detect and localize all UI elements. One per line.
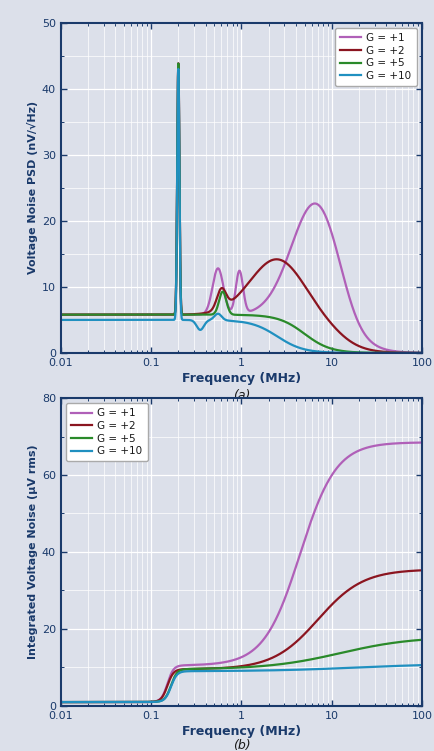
G = +2 <box>124 310 129 319</box>
Line: G = +1: G = +1 <box>61 64 421 353</box>
G = +1 <box>274 611 279 620</box>
G = +10 <box>327 664 332 673</box>
G = +10 <box>274 332 279 341</box>
G = +1 <box>175 59 181 68</box>
G = +2 <box>354 580 359 589</box>
G = +5 <box>124 310 129 319</box>
Legend: G = +1, G = +2, G = +5, G = +10: G = +1, G = +2, G = +5, G = +10 <box>334 28 416 86</box>
G = +10 <box>418 348 424 357</box>
G = +2 <box>274 650 279 659</box>
G = +1 <box>418 348 424 357</box>
G = +5 <box>196 310 201 319</box>
G = +5 <box>58 698 63 707</box>
Y-axis label: Voltage Noise PSD (nV/√Hz): Voltage Noise PSD (nV/√Hz) <box>26 101 38 274</box>
G = +10 <box>196 324 201 333</box>
G = +5 <box>175 59 181 68</box>
G = +2 <box>196 309 201 318</box>
G = +1 <box>293 563 298 572</box>
G = +5 <box>196 664 201 673</box>
G = +5 <box>274 315 279 324</box>
G = +5 <box>354 644 359 653</box>
G = +1 <box>58 698 63 707</box>
G = +10 <box>124 698 129 707</box>
G = +10 <box>355 348 360 357</box>
G = +2 <box>274 255 279 264</box>
G = +1 <box>124 310 129 319</box>
G = +10 <box>354 663 359 672</box>
G = +1 <box>196 660 201 669</box>
Y-axis label: Integrated Voltage Noise (µV rms): Integrated Voltage Noise (µV rms) <box>28 445 38 659</box>
G = +2 <box>124 698 129 707</box>
G = +5 <box>327 344 332 353</box>
Line: G = +2: G = +2 <box>61 63 421 353</box>
G = +5 <box>274 660 279 669</box>
Line: G = +1: G = +1 <box>61 442 421 702</box>
Text: (b): (b) <box>232 740 250 751</box>
G = +2 <box>58 698 63 707</box>
G = +1 <box>58 310 63 319</box>
Line: G = +2: G = +2 <box>61 570 421 702</box>
G = +10 <box>293 665 298 674</box>
G = +2 <box>418 566 424 575</box>
G = +5 <box>327 651 332 660</box>
Legend: G = +1, G = +2, G = +5, G = +10: G = +1, G = +2, G = +5, G = +10 <box>66 403 148 461</box>
G = +2 <box>196 665 201 674</box>
G = +2 <box>355 341 360 350</box>
G = +10 <box>124 315 129 324</box>
G = +1 <box>327 225 332 234</box>
G = +2 <box>418 348 424 357</box>
Line: G = +5: G = +5 <box>61 640 421 702</box>
G = +10 <box>274 665 279 674</box>
G = +5 <box>293 323 298 332</box>
G = +10 <box>58 698 63 707</box>
Line: G = +10: G = +10 <box>61 665 421 702</box>
Text: (a): (a) <box>232 390 250 403</box>
G = +10 <box>327 348 332 357</box>
G = +5 <box>124 698 129 707</box>
G = +1 <box>274 277 279 286</box>
G = +1 <box>354 447 359 456</box>
G = +2 <box>327 318 332 327</box>
Line: G = +5: G = +5 <box>61 64 421 353</box>
G = +2 <box>327 602 332 611</box>
G = +5 <box>293 658 298 667</box>
G = +1 <box>293 230 298 239</box>
G = +1 <box>355 317 360 326</box>
G = +2 <box>58 310 63 319</box>
G = +2 <box>175 59 181 68</box>
G = +5 <box>58 310 63 319</box>
G = +10 <box>58 315 63 324</box>
G = +10 <box>175 65 181 74</box>
G = +1 <box>124 698 129 707</box>
G = +10 <box>196 667 201 676</box>
G = +1 <box>418 438 424 447</box>
G = +5 <box>355 348 360 357</box>
Line: G = +10: G = +10 <box>61 69 421 353</box>
G = +2 <box>293 638 298 647</box>
X-axis label: Frequency (MHz): Frequency (MHz) <box>181 372 300 385</box>
G = +2 <box>293 269 298 278</box>
G = +1 <box>327 473 332 482</box>
G = +5 <box>418 635 424 644</box>
X-axis label: Frequency (MHz): Frequency (MHz) <box>181 725 300 738</box>
G = +10 <box>418 661 424 670</box>
G = +1 <box>196 310 201 319</box>
G = +5 <box>418 348 424 357</box>
G = +10 <box>293 342 298 351</box>
